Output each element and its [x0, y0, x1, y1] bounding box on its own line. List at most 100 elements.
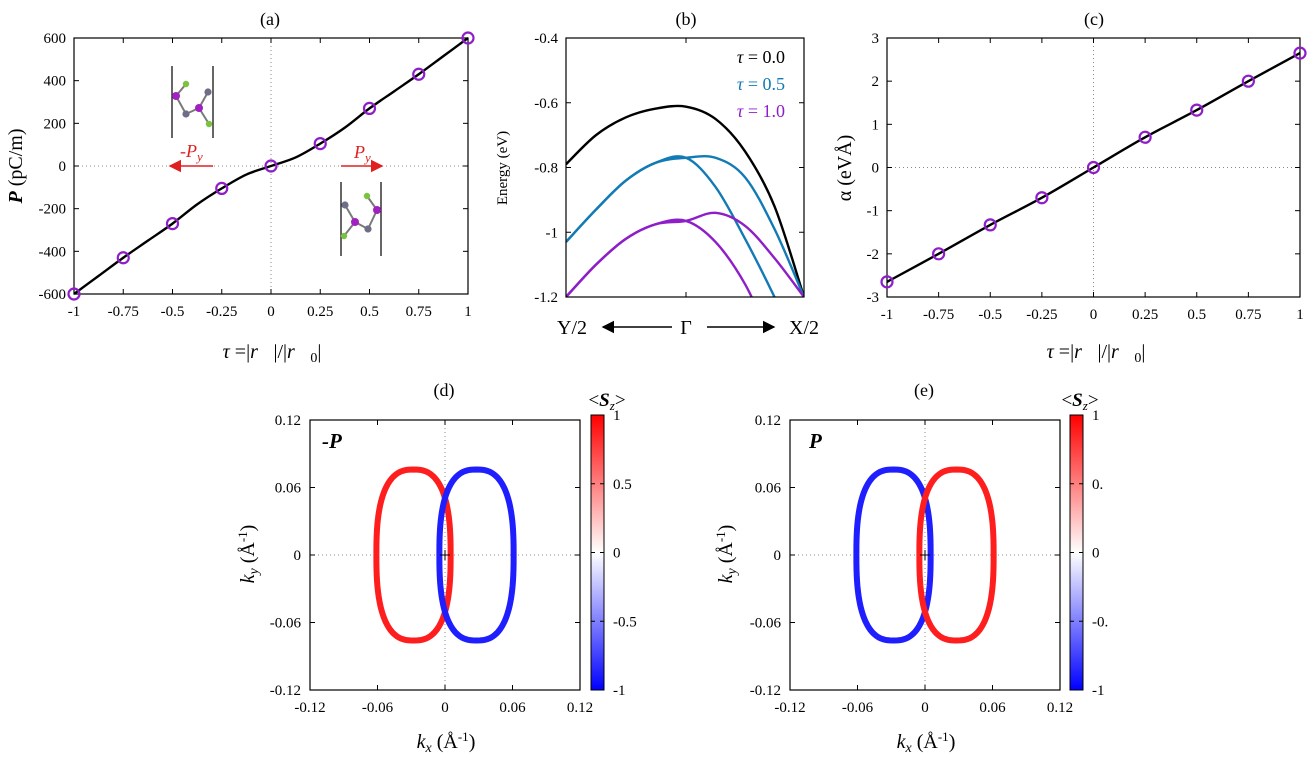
x-tick-label: 0 — [267, 304, 275, 320]
y-tick-label: 3 — [872, 31, 880, 47]
colorbar-tick-label: 0.5 — [613, 477, 632, 493]
colorbar-tick-label: -1 — [613, 683, 626, 699]
data-point-marker — [412, 67, 426, 81]
y-tick-label: 600 — [44, 31, 67, 47]
y-tick-label: -0.12 — [270, 683, 301, 699]
colorbar-tick-label: 1 — [613, 408, 621, 424]
legend-tau-05: τ = 0.5 — [737, 74, 785, 94]
y-tick-label: -0.06 — [270, 616, 302, 632]
svg-text:-Py: -Py — [180, 141, 203, 164]
c-markers — [880, 46, 1307, 289]
x-tick-label: 0.5 — [1187, 307, 1206, 323]
x-tick-label: 0 — [1090, 307, 1098, 323]
x-tick-label: -0.75 — [923, 307, 954, 323]
panel-d-label: (d) — [434, 380, 455, 401]
x-tick-label: -0.5 — [161, 304, 185, 320]
data-point-marker — [1035, 191, 1049, 205]
x-tick-label: 0 — [441, 700, 449, 716]
panel-b-label: (b) — [676, 9, 697, 30]
b-ylabel: Energy (eV) — [495, 131, 511, 205]
c-zero-grid — [887, 38, 1300, 297]
x-tick-label: -1 — [881, 307, 894, 323]
y-tick-label: 0 — [294, 548, 302, 564]
x-tick-label: 0.12 — [567, 700, 593, 716]
y-tick-label: -0.4 — [534, 31, 558, 47]
y-tick-label: -200 — [39, 202, 67, 218]
spin-down-contour — [436, 466, 517, 644]
a-markers — [67, 31, 475, 301]
colorbar-tick-label: 0. — [1092, 477, 1103, 493]
data-point-marker — [313, 137, 327, 151]
y-tick-label: 0 — [59, 159, 67, 175]
x-tick-label: 0.12 — [1047, 700, 1073, 716]
e-colorbar: 1 0. 0 -0. -1 — [1069, 408, 1108, 699]
x-tick-label: -0.25 — [1026, 307, 1057, 323]
y-tick-label: 0.12 — [755, 413, 781, 429]
y-tick-label: 0.12 — [275, 413, 301, 429]
molecule-inset-left — [171, 66, 214, 138]
data-point-marker — [1138, 130, 1152, 144]
panel-c-label: (c) — [1084, 9, 1104, 30]
e-xlabel: kx (Å-1) — [897, 729, 956, 756]
x-tick-label: 0.75 — [1235, 307, 1261, 323]
panel-a-label: (a) — [260, 9, 280, 30]
polarization-annotation-right: Py — [341, 142, 384, 173]
b-xlabel-left: Y/2 — [557, 317, 587, 339]
a-axes: -1 -0.75 -0.5 -0.25 0 0.25 0.5 0.75 1 -600 -400 -20… — [39, 31, 472, 320]
b-xlabel-right: X/2 — [789, 317, 819, 339]
y-tick-label: -1.2 — [534, 290, 558, 306]
x-tick-label: -1 — [68, 304, 81, 320]
legend-tau-0: τ = 0.0 — [737, 47, 785, 67]
colorbar-tick-label: -0.5 — [613, 614, 637, 630]
panel-d: (d) -0.12 -0.06 0 0.06 0.12 -0.12 -0.06 0 0.06 0.… — [235, 380, 637, 756]
data-point-marker — [461, 31, 475, 45]
data-point-marker — [983, 218, 997, 232]
y-tick-label: 0 — [872, 161, 880, 177]
data-point-marker — [932, 247, 946, 261]
colorbar-tick-label: 0 — [1092, 546, 1100, 562]
y-tick-label: -0.12 — [750, 683, 781, 699]
c-xlabel: τ =|r⃗|/|r⃗0| — [1047, 341, 1146, 366]
y-tick-label: -0.06 — [750, 616, 782, 632]
e-contours — [853, 466, 997, 644]
spin-up-contour — [916, 466, 997, 644]
colorbar-tick-label: -0. — [1092, 614, 1108, 630]
d-ylabel: ky (Å-1) — [235, 525, 262, 584]
x-tick-label: -0.5 — [978, 307, 1002, 323]
e-inner-label: P — [808, 429, 822, 453]
x-tick-label: -0.12 — [294, 700, 325, 716]
x-tick-label: 0.25 — [1132, 307, 1158, 323]
y-tick-label: -0.6 — [534, 96, 558, 112]
data-point-marker — [116, 251, 130, 265]
panel-b: (b) -1.2 -1 -0.8 -0.6 -0.4 τ = 0.0 τ = 0.5 τ… — [495, 9, 819, 339]
c-axes: -1 -0.75 -0.5 -0.25 0 0.25 0.5 0.75 1 -3 -2 -1 0 1 2 3 — [867, 31, 1304, 323]
x-tick-label: -0.75 — [108, 304, 139, 320]
data-point-marker — [1241, 74, 1255, 88]
y-tick-label: -0.8 — [534, 161, 558, 177]
data-point-marker — [362, 101, 377, 116]
y-tick-label: 200 — [44, 116, 67, 132]
b-band-group — [566, 104, 804, 297]
y-tick-label: 0 — [774, 548, 782, 564]
e-ylabel: ky (Å-1) — [713, 525, 740, 584]
annot-minus-p: -P — [180, 141, 197, 161]
data-point-marker — [1190, 103, 1204, 117]
x-tick-label: 0.06 — [979, 700, 1006, 716]
x-tick-label: -0.25 — [206, 304, 237, 320]
annot-minus-p-sub: y — [195, 149, 203, 164]
y-tick-label: -1 — [546, 225, 559, 241]
legend-tau-1: τ = 1.0 — [737, 101, 785, 121]
x-tick-label: -0.06 — [842, 700, 874, 716]
data-point-marker — [67, 287, 81, 301]
x-tick-label: 0.5 — [360, 304, 379, 320]
d-colorbar: 1 0.5 0 -0.5 -1 — [590, 408, 637, 699]
band-line — [566, 218, 754, 297]
y-tick-label: 1 — [872, 117, 880, 133]
band-line — [566, 154, 804, 297]
y-tick-label: -3 — [867, 290, 880, 306]
data-point-marker — [880, 275, 894, 289]
x-tick-label: 1 — [1296, 307, 1304, 323]
molecule-inset-right — [340, 182, 382, 256]
data-point-marker — [215, 181, 229, 195]
